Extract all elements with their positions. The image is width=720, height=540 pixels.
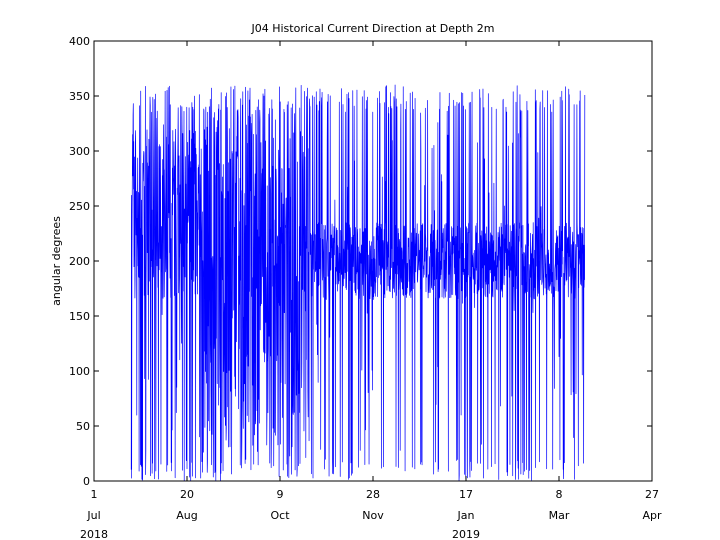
y-tick-label: 100 — [69, 365, 90, 378]
y-tick-label: 350 — [69, 90, 90, 103]
axis-ticks: 0 50 100 150 200 250 300 350 400 1 Jul 2018 20 Aug 9 Oc… — [69, 35, 662, 540]
chart-title: J04 Historical Current Direction at Dept… — [250, 22, 494, 35]
x-tick-day-label: 8 — [556, 488, 563, 501]
x-tick-month-label: Jul — [86, 509, 100, 522]
x-tick-day-label: 27 — [645, 488, 659, 501]
y-tick-label: 150 — [69, 310, 90, 323]
x-tick-day-label: 9 — [277, 488, 284, 501]
y-tick-label: 200 — [69, 255, 90, 268]
x-tick-month-label: Mar — [549, 509, 570, 522]
x-tick-month-label: Jan — [457, 509, 475, 522]
y-tick-label: 300 — [69, 145, 90, 158]
y-tick-label: 50 — [76, 420, 90, 433]
x-tick-month-label: Apr — [642, 509, 662, 522]
plot-area — [130, 84, 586, 482]
x-tick-day-label: 28 — [366, 488, 380, 501]
x-tick-year-label: 2018 — [80, 528, 108, 540]
y-tick-label: 0 — [83, 475, 90, 488]
y-tick-label: 250 — [69, 200, 90, 213]
x-tick-day-label: 1 — [91, 488, 98, 501]
y-tick-label: 400 — [69, 35, 90, 48]
series-line — [130, 84, 586, 482]
x-tick-day-label: 17 — [459, 488, 473, 501]
x-tick-month-label: Nov — [362, 509, 384, 522]
x-tick-day-label: 20 — [180, 488, 194, 501]
y-axis-label: angular degrees — [50, 216, 63, 306]
x-tick-month-label: Aug — [176, 509, 197, 522]
x-tick-month-label: Oct — [270, 509, 290, 522]
x-tick-year-label: 2019 — [452, 528, 480, 540]
